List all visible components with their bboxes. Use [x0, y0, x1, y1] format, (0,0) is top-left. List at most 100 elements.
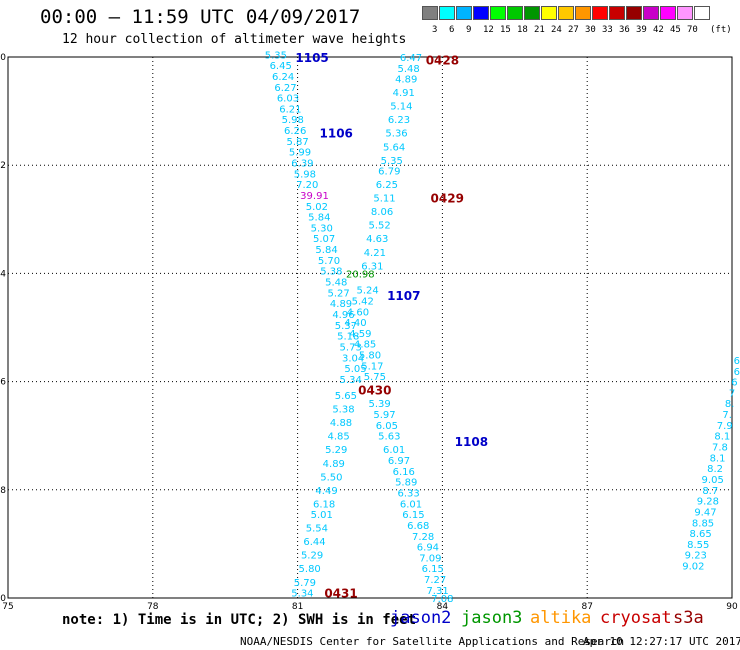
swh-value-label: 6.15 [402, 510, 424, 521]
satellite-label-altika: altika [530, 608, 592, 628]
swh-value-label: 5.07 [313, 234, 335, 245]
swh-value-label: 5.38 [320, 267, 342, 278]
legend-swatch [592, 6, 608, 20]
swh-value-label: 4.85 [354, 340, 376, 351]
pass-id-label: 1106 [320, 127, 353, 141]
satellite-label-jason2: jason2 [390, 608, 452, 628]
y-tick-label: -6 [0, 378, 6, 388]
swh-value-label: 6.05 [376, 421, 398, 432]
swh-value-label: 4.85 [327, 432, 349, 443]
x-tick-label: 81 [292, 602, 303, 612]
swh-value-label: 6.27 [274, 83, 296, 94]
swh-value-label: 39.91 [300, 191, 329, 202]
swh-value-label: 5.73 [340, 342, 362, 353]
legend-label: 9 [466, 25, 472, 35]
swh-value-label: 6 [734, 367, 740, 378]
pass-id-label: 0430 [358, 384, 391, 398]
swh-value-label: 5.98 [294, 169, 316, 180]
swh-value-label: 5.65 [335, 391, 357, 402]
swh-value-label: 6 [731, 378, 737, 389]
swh-value-label: 5.84 [315, 245, 337, 256]
legend-label: 18 [517, 25, 528, 35]
pass-id-label: 1108 [455, 435, 488, 449]
legend-swatch [558, 6, 574, 20]
swh-value-label: 5.01 [311, 510, 333, 521]
x-tick-label: 75 [2, 602, 13, 612]
swh-value-label: 5.84 [308, 213, 330, 224]
swh-value-label: 4.60 [347, 307, 369, 318]
legend-swatch [456, 6, 472, 20]
swh-value-label: 6.94 [417, 543, 439, 554]
swh-value-label: 6.21 [279, 104, 301, 115]
swh-value-label: 5.97 [373, 410, 395, 421]
swh-value-label: 7.8 [712, 443, 728, 454]
swh-value-label: 6.01 [400, 499, 422, 510]
plot-frame [7, 56, 733, 599]
swh-value-label: 6.33 [397, 489, 419, 500]
legend-label: 33 [602, 25, 613, 35]
swh-value-label: 5.89 [395, 478, 417, 489]
swh-value-label: 5.99 [289, 148, 311, 159]
legend-label: 12 [483, 25, 494, 35]
swh-value-label: 6.47 [400, 53, 422, 64]
legend-label: 45 [670, 25, 681, 35]
legend-label: 27 [568, 25, 579, 35]
legend-label: 24 [551, 25, 562, 35]
satellite-label-jason3: jason3 [461, 608, 523, 628]
swh-value-label: 5.34 [340, 375, 362, 386]
swh-value-label: 5.37 [335, 321, 357, 332]
swh-value-label: 5.98 [282, 115, 304, 126]
swh-value-label: 5.14 [390, 102, 412, 113]
swh-value-label: 5.35 [265, 50, 287, 61]
swh-value-label: 4.88 [330, 418, 352, 429]
swh-value-label: 5.64 [383, 142, 405, 153]
legend-swatch [541, 6, 557, 20]
legend-label: 70 [687, 25, 698, 35]
swh-value-label: 5.27 [327, 288, 349, 299]
swh-value-label: 5.30 [311, 223, 333, 234]
swh-value-label: 5.87 [286, 137, 308, 148]
swh-value-label: 8.7 [702, 486, 718, 497]
swh-value-label: 20.98 [346, 269, 375, 280]
swh-value-label: 8.55 [687, 540, 709, 551]
swh-value-label: 5.75 [364, 372, 386, 383]
pass-id-label: 0429 [431, 192, 464, 206]
legend-swatch [609, 6, 625, 20]
swh-value-label: 7.27 [424, 575, 446, 586]
swh-value-label: 5.63 [378, 432, 400, 443]
swh-value-label: 5.35 [381, 156, 403, 167]
swh-value-label: 6.68 [407, 521, 429, 532]
y-tick-label: -8 [0, 486, 6, 496]
swh-value-label: 6.26 [284, 126, 306, 137]
legend-label: 15 [500, 25, 511, 35]
legend-label: 21 [534, 25, 545, 35]
swh-value-label: 7.9 [717, 421, 733, 432]
swh-value-label: 4.89 [395, 75, 417, 86]
pass-id-label: 0428 [426, 54, 459, 68]
swh-value-label: 6.23 [388, 115, 410, 126]
page-title: 00:00 – 11:59 UTC 04/09/2017 [40, 6, 361, 28]
satellite-label-cryosat: cryosat [600, 608, 672, 628]
swh-value-label: 6.03 [277, 94, 299, 105]
swh-value-label: 5.29 [301, 551, 323, 562]
legend-label: 30 [585, 25, 596, 35]
swh-value-label: 4.96 [332, 310, 354, 321]
legend-label: 3 [432, 25, 438, 35]
swh-value-label: 8.1 [714, 432, 730, 443]
swh-value-label: 6.24 [272, 72, 294, 83]
swh-value-label: 6.79 [378, 167, 400, 178]
pass-id-label: 0431 [324, 587, 357, 601]
swh-value-label: 9.02 [682, 562, 704, 573]
y-tick-label: 0 [0, 53, 6, 63]
swh-value-label: 4.89 [330, 299, 352, 310]
swh-value-label: 6.15 [422, 564, 444, 575]
swh-value-label: 5.80 [299, 564, 321, 575]
swh-value-label: 5.48 [397, 64, 419, 75]
swh-value-label: 5.05 [344, 364, 366, 375]
footer-timestamp: Apr 10 12:27:17 UTC 2017 [583, 635, 740, 648]
legend-swatch [575, 6, 591, 20]
swh-value-label: 6.45 [270, 61, 292, 72]
swh-value-label: 4.91 [393, 88, 415, 99]
swh-value-label: 5.34 [291, 589, 313, 600]
